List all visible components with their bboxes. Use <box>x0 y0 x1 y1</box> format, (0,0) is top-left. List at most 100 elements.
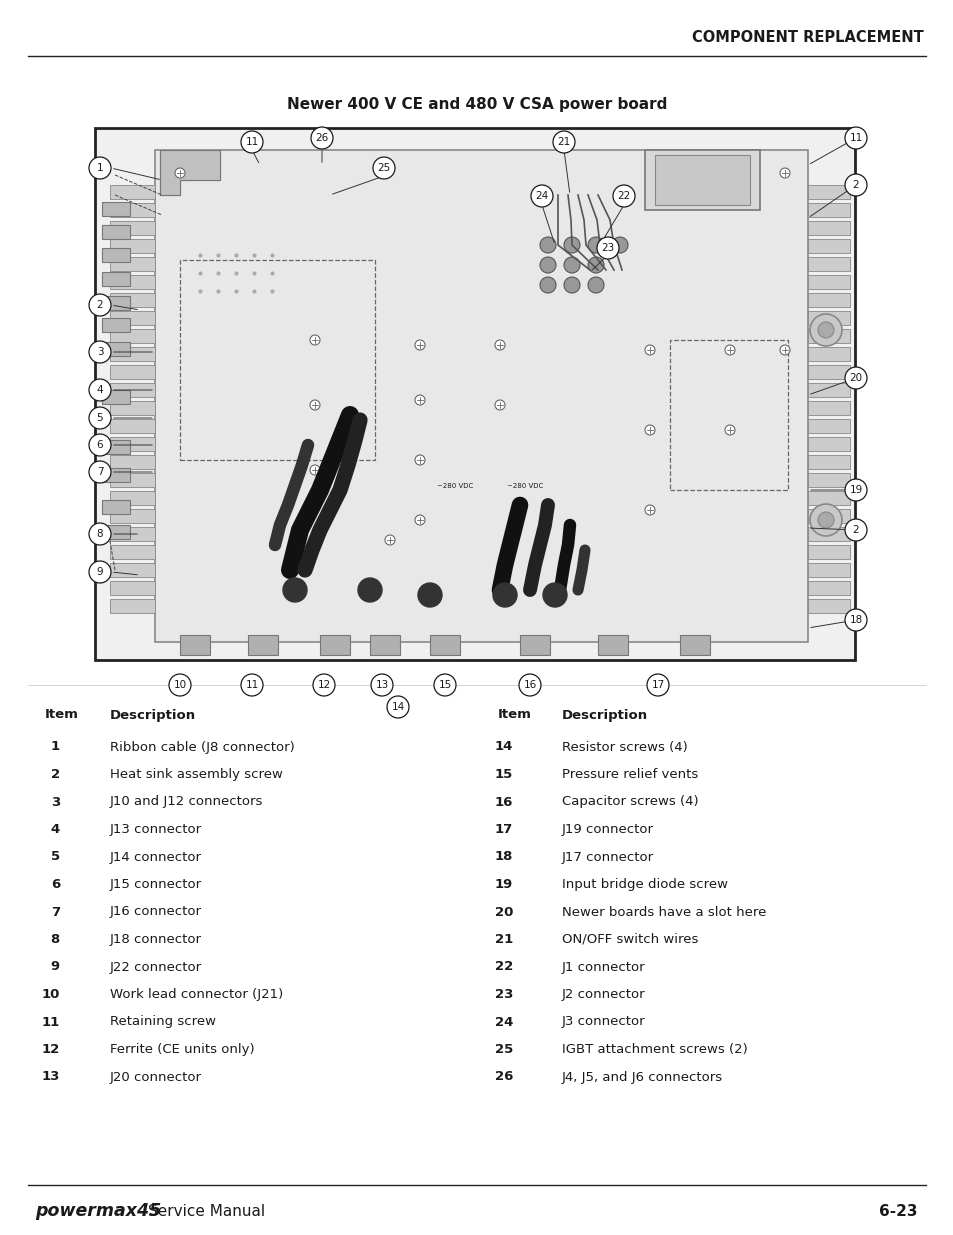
Text: 14: 14 <box>494 741 513 753</box>
Text: ON/OFF switch wires: ON/OFF switch wires <box>561 932 698 946</box>
Circle shape <box>89 157 111 179</box>
Text: J17 connector: J17 connector <box>561 851 654 863</box>
Circle shape <box>89 561 111 583</box>
Bar <box>102 203 130 216</box>
Bar <box>319 635 350 655</box>
Circle shape <box>644 425 655 435</box>
Circle shape <box>817 513 833 529</box>
Bar <box>110 509 154 522</box>
Bar <box>110 401 154 415</box>
Bar <box>807 454 849 469</box>
Circle shape <box>371 674 393 697</box>
Circle shape <box>563 237 579 253</box>
Text: 23: 23 <box>600 243 614 253</box>
Circle shape <box>169 674 191 697</box>
Bar <box>807 311 849 325</box>
Text: Ribbon cable (J8 connector): Ribbon cable (J8 connector) <box>110 741 294 753</box>
Text: 24: 24 <box>494 1015 513 1029</box>
Circle shape <box>612 237 627 253</box>
Circle shape <box>539 257 556 273</box>
Text: 7: 7 <box>96 467 103 477</box>
Text: 8: 8 <box>96 529 103 538</box>
Bar <box>110 293 154 308</box>
Bar <box>102 248 130 262</box>
Text: IGBT attachment screws (2): IGBT attachment screws (2) <box>561 1044 747 1056</box>
Text: 24: 24 <box>535 191 548 201</box>
Circle shape <box>89 379 111 401</box>
Bar <box>110 311 154 325</box>
Text: 2: 2 <box>852 525 859 535</box>
Circle shape <box>415 454 424 466</box>
Text: 10: 10 <box>173 680 187 690</box>
Text: Newer 400 V CE and 480 V CSA power board: Newer 400 V CE and 480 V CSA power board <box>287 98 666 112</box>
Bar <box>110 473 154 487</box>
Text: J10 and J12 connectors: J10 and J12 connectors <box>110 795 263 809</box>
Circle shape <box>174 168 185 178</box>
Bar <box>807 240 849 253</box>
Text: Heat sink assembly screw: Heat sink assembly screw <box>110 768 283 781</box>
Text: 20: 20 <box>494 905 513 919</box>
Bar <box>110 492 154 505</box>
Text: 11: 11 <box>245 137 258 147</box>
Bar <box>370 635 399 655</box>
Text: 11: 11 <box>848 133 862 143</box>
Bar <box>807 563 849 577</box>
Bar <box>110 329 154 343</box>
Circle shape <box>495 340 504 350</box>
Circle shape <box>597 237 618 259</box>
Circle shape <box>241 131 263 153</box>
Bar <box>669 340 787 490</box>
Bar <box>807 580 849 595</box>
Bar <box>248 635 277 655</box>
Text: J15 connector: J15 connector <box>110 878 202 890</box>
Bar <box>180 261 375 459</box>
Text: 6: 6 <box>96 440 103 450</box>
Bar <box>807 473 849 487</box>
Text: 4: 4 <box>51 823 60 836</box>
Circle shape <box>844 174 866 196</box>
Circle shape <box>817 322 833 338</box>
Circle shape <box>313 674 335 697</box>
Text: Input bridge diode screw: Input bridge diode screw <box>561 878 727 890</box>
Bar <box>102 440 130 454</box>
Text: 12: 12 <box>317 680 331 690</box>
Text: J20 connector: J20 connector <box>110 1071 202 1083</box>
Bar <box>807 383 849 396</box>
Circle shape <box>539 237 556 253</box>
Text: J4, J5, and J6 connectors: J4, J5, and J6 connectors <box>561 1071 722 1083</box>
Text: J1 connector: J1 connector <box>561 961 645 973</box>
Text: 9: 9 <box>51 961 60 973</box>
Text: 16: 16 <box>494 795 513 809</box>
Circle shape <box>587 237 603 253</box>
Text: 10: 10 <box>42 988 60 1002</box>
Text: J2 connector: J2 connector <box>561 988 645 1002</box>
Bar <box>430 635 459 655</box>
Bar <box>807 257 849 270</box>
Bar <box>655 156 749 205</box>
Circle shape <box>587 277 603 293</box>
Bar <box>110 185 154 199</box>
Text: 25: 25 <box>495 1044 513 1056</box>
Bar <box>102 272 130 287</box>
Text: Ferrite (CE units only): Ferrite (CE units only) <box>110 1044 254 1056</box>
Bar <box>807 275 849 289</box>
Circle shape <box>542 583 566 606</box>
Text: Resistor screws (4): Resistor screws (4) <box>561 741 687 753</box>
Text: 21: 21 <box>495 932 513 946</box>
Bar <box>110 545 154 559</box>
Text: 8: 8 <box>51 932 60 946</box>
Bar <box>102 525 130 538</box>
Circle shape <box>563 257 579 273</box>
Bar <box>110 221 154 235</box>
Bar <box>110 347 154 361</box>
Bar <box>598 635 627 655</box>
Bar <box>180 635 210 655</box>
Bar <box>807 347 849 361</box>
Text: 26: 26 <box>315 133 328 143</box>
Bar <box>110 437 154 451</box>
Text: 19: 19 <box>848 485 862 495</box>
Bar <box>644 149 760 210</box>
Circle shape <box>415 515 424 525</box>
Text: 12: 12 <box>42 1044 60 1056</box>
Circle shape <box>518 674 540 697</box>
